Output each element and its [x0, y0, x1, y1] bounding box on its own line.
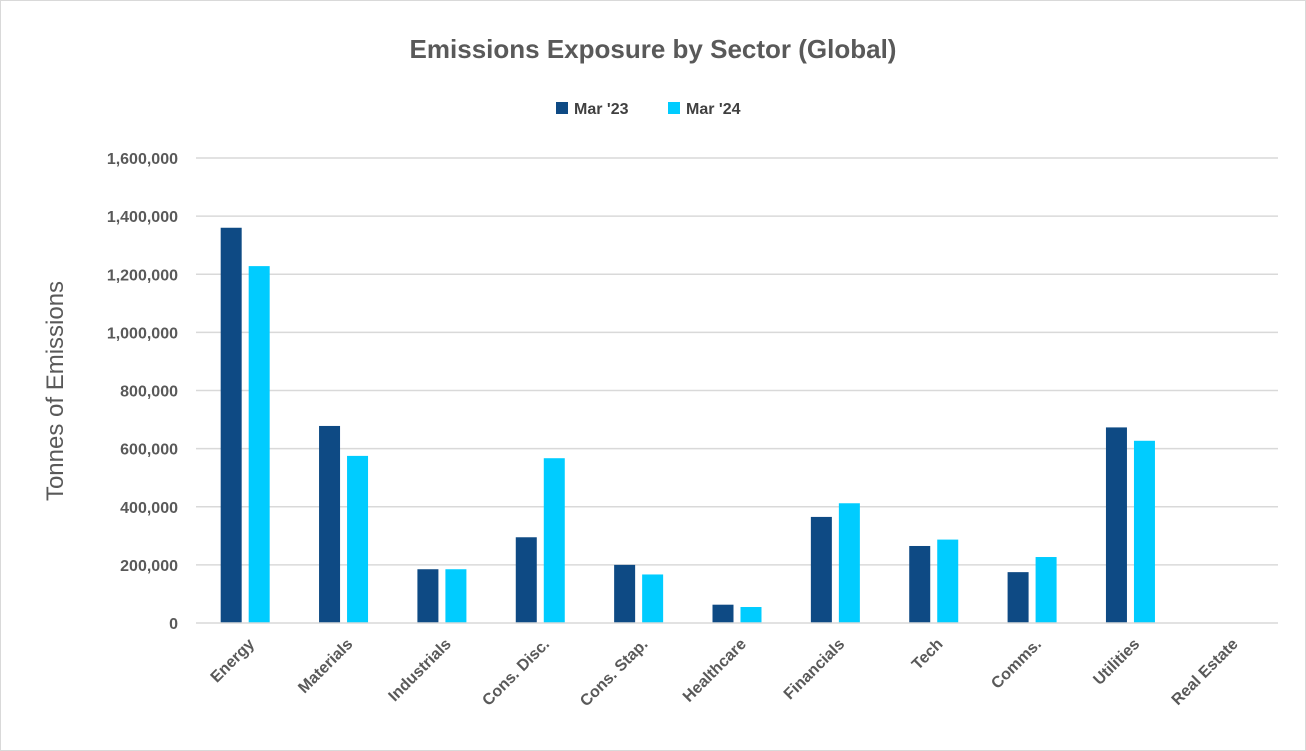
x-tick-label-cons-stap: Cons. Stap. [577, 636, 651, 710]
bar-materials-mar-23 [319, 425, 341, 623]
gridlines [196, 157, 1278, 566]
x-tick-label-energy: Energy [208, 636, 258, 686]
x-tick-label-materials: Materials [295, 636, 356, 697]
x-tick-label-industrials: Industrials [386, 636, 455, 705]
bar-cons-stap-mar-24 [642, 574, 664, 623]
bar-industrials-mar-23 [417, 569, 439, 623]
y-axis-ticks: 0 200,000 400,000 600,000 800,000 1,000,000 1,… [107, 151, 178, 633]
legend-label-mar-23: Mar '23 [574, 101, 629, 118]
bar-healthcare-mar-23 [712, 604, 734, 623]
x-tick-label-healthcare: Healthcare [680, 636, 750, 706]
bar-tech-mar-24 [937, 539, 959, 623]
legend-swatch-mar-24 [668, 102, 680, 114]
x-tick-label-comms: Comms. [988, 636, 1045, 693]
legend: Mar '23 Mar '24 [556, 101, 741, 118]
bar-cons-disc-mar-24 [543, 458, 565, 623]
bar-cons-disc-mar-23 [515, 537, 537, 623]
x-tick-label-real-estate: Real Estate [1169, 636, 1242, 709]
bars [220, 227, 1155, 623]
bar-industrials-mar-24 [445, 569, 467, 623]
y-tick-label: 1,000,000 [107, 325, 178, 342]
y-tick-label: 0 [169, 616, 178, 633]
x-tick-label-tech: Tech [909, 636, 947, 674]
bar-materials-mar-24 [347, 455, 369, 623]
x-axis-ticks: Energy Materials Industrials Cons. Disc. Con… [208, 636, 1242, 710]
bar-energy-mar-23 [220, 227, 242, 623]
bar-energy-mar-24 [248, 266, 270, 623]
bar-cons-stap-mar-23 [614, 564, 636, 623]
y-tick-label: 1,400,000 [107, 209, 178, 226]
bar-healthcare-mar-24 [740, 607, 762, 623]
x-tick-label-utilities: Utilities [1090, 636, 1143, 689]
y-axis-label: Tonnes of Emissions [42, 281, 69, 501]
y-tick-label: 800,000 [120, 384, 178, 401]
legend-label-mar-24: Mar '24 [686, 101, 741, 118]
y-tick-label: 1,200,000 [107, 267, 178, 284]
y-tick-label: 1,600,000 [107, 151, 178, 168]
chart-title: Emissions Exposure by Sector (Global) [410, 34, 897, 64]
bar-utilities-mar-24 [1133, 440, 1155, 623]
bar-comms-mar-24 [1035, 557, 1057, 623]
x-tick-label-cons-disc: Cons. Disc. [479, 636, 553, 710]
y-tick-label: 600,000 [120, 442, 178, 459]
bar-comms-mar-23 [1007, 572, 1029, 623]
x-tick-label-financials: Financials [781, 636, 848, 703]
bar-utilities-mar-23 [1105, 427, 1127, 623]
y-tick-label: 400,000 [120, 500, 178, 517]
legend-swatch-mar-23 [556, 102, 568, 114]
y-tick-label: 200,000 [120, 558, 178, 575]
bar-financials-mar-23 [810, 516, 832, 623]
bar-financials-mar-24 [838, 503, 860, 623]
bar-tech-mar-23 [909, 545, 931, 623]
